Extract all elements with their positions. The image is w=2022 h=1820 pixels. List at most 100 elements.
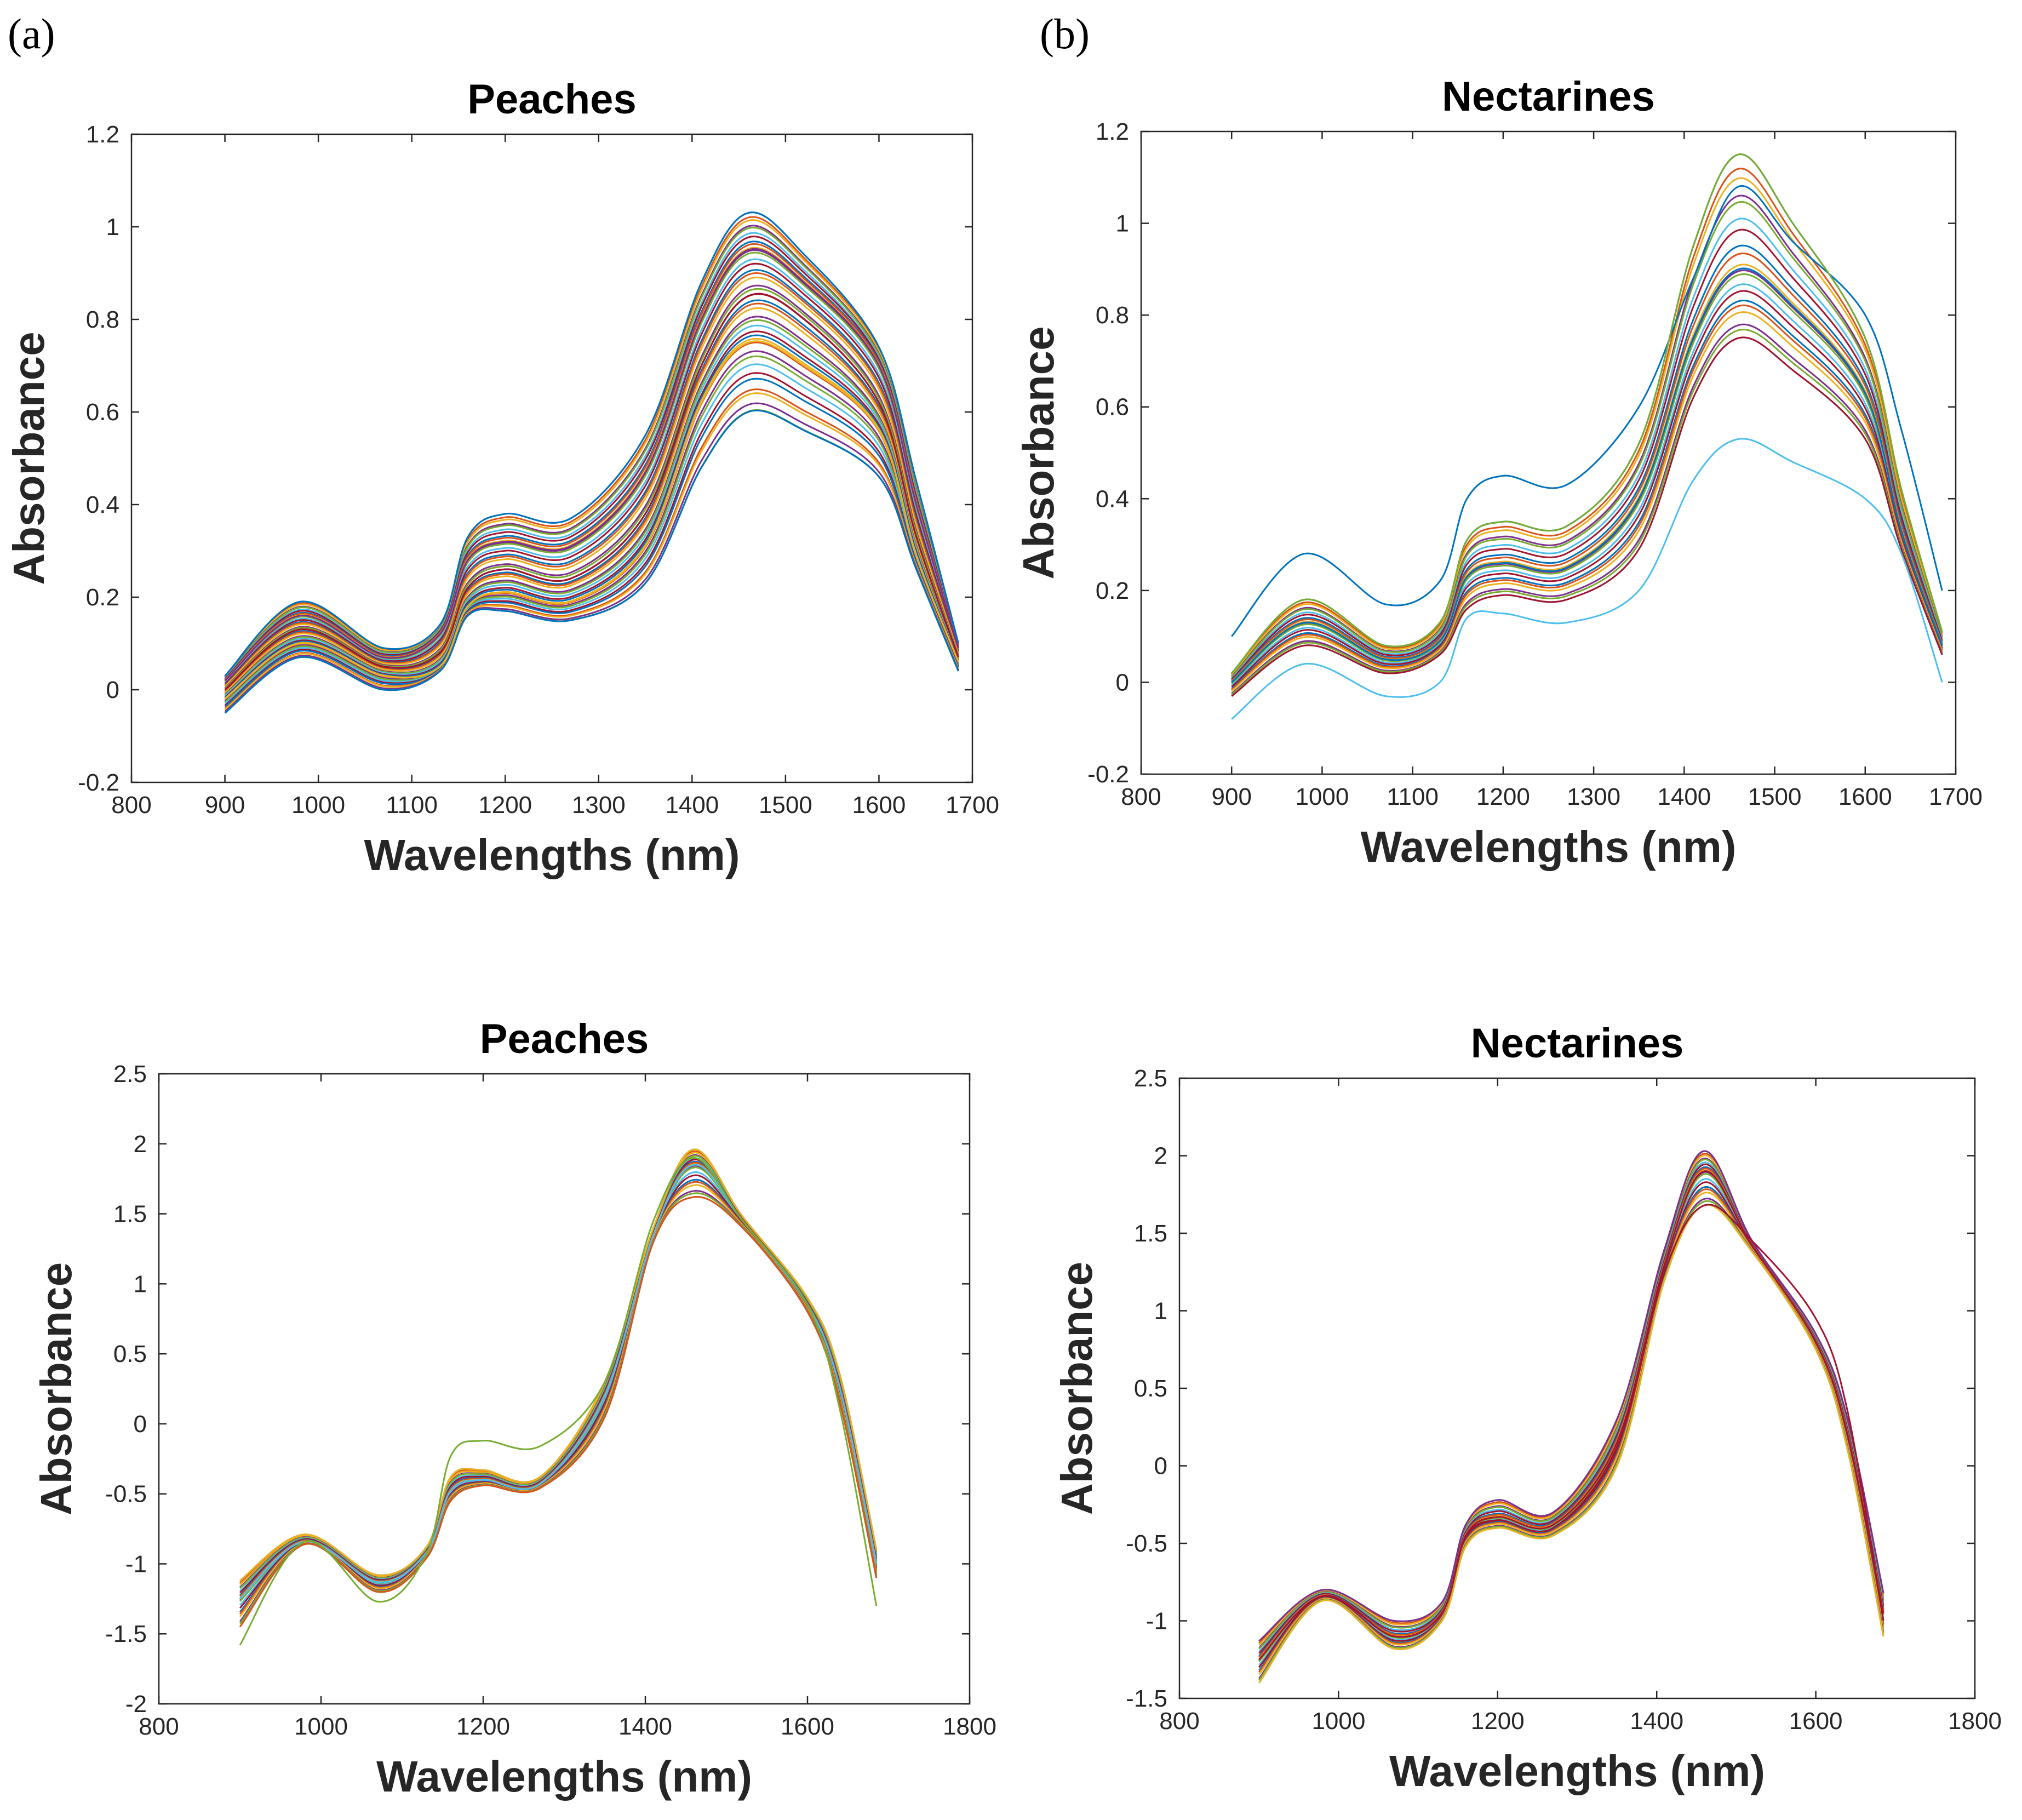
- y-axis-label: Absorbance: [1052, 1262, 1101, 1515]
- series-line-upper-envelope-4: [1231, 201, 1943, 678]
- y-axis-label: Absorbance: [32, 1262, 81, 1515]
- y-tick-label: 2: [1154, 1143, 1167, 1170]
- series-group: [1231, 153, 1943, 720]
- series-line-red-outlier: [1258, 1204, 1884, 1668]
- series-line-mean: [239, 1164, 878, 1600]
- x-tick-label: 1000: [1295, 783, 1349, 810]
- y-tick-label: 1: [1116, 210, 1129, 237]
- series-line-upper-envelope-2: [1231, 177, 1943, 676]
- series-line-upper-envelope-3: [1258, 1157, 1884, 1649]
- y-tick-label: 1.2: [86, 121, 119, 148]
- x-tick-label: 1400: [618, 1713, 672, 1740]
- y-tick-label: 0.8: [86, 306, 119, 333]
- series-line-lower-8: [224, 402, 959, 712]
- y-axis-label: Absorbance: [4, 331, 53, 585]
- series-line-outlier-low: [1231, 438, 1943, 720]
- series-line-upper-envelope-7: [239, 1160, 878, 1596]
- x-tick-label: 1400: [1657, 783, 1711, 810]
- y-tick-label: 0.4: [1096, 485, 1129, 512]
- x-axis-label: Wavelengths (nm): [376, 1752, 752, 1801]
- series-line-mean-3: [224, 307, 959, 694]
- series-line-upper-envelope-6: [1258, 1163, 1884, 1654]
- series-line-upper-envelope-2: [239, 1152, 878, 1586]
- series-line-upper-envelope-5: [1258, 1161, 1884, 1652]
- series-line-upper-3: [224, 262, 959, 684]
- y-tick-label: -0.2: [1087, 761, 1129, 788]
- series-line-mean-2: [224, 302, 959, 692]
- chart-title: Peaches: [467, 76, 636, 123]
- chart-2: 800 900 1000 1100 1200 1300 1400 1500 1600 1700 -0…: [1014, 73, 1983, 871]
- y-tick-label: -0.5: [1126, 1530, 1167, 1557]
- y-tick-label: 1: [106, 214, 119, 241]
- series-line-lower-4: [224, 372, 959, 706]
- series-line-mean: [1231, 267, 1943, 683]
- series-line-upper-envelope-2: [224, 219, 959, 678]
- series-line-upper-2: [224, 258, 959, 684]
- series-line-mean-7: [1231, 323, 1943, 695]
- series-line-mean-2: [1231, 283, 1943, 686]
- y-tick-label: 0.2: [86, 584, 119, 611]
- y-tick-label: 0.6: [1096, 394, 1129, 421]
- y-tick-label: 2.5: [113, 1061, 147, 1088]
- series-line-upper-envelope-1: [1231, 168, 1943, 675]
- series-line-lower-2: [224, 355, 959, 703]
- chart-title: Nectarines: [1442, 73, 1655, 120]
- x-tick-label: 1200: [1471, 1708, 1525, 1735]
- series-line-upper-envelope-0: [239, 1148, 878, 1582]
- y-tick-label: 1: [134, 1270, 147, 1297]
- series-line-upper-envelope-3: [1231, 194, 1943, 677]
- plot-frame: [158, 1073, 971, 1705]
- series-line-outlier: [239, 1157, 878, 1646]
- series-line-mean-2: [239, 1171, 878, 1606]
- x-tick-label: 900: [1212, 783, 1252, 810]
- x-tick-label: 1300: [1567, 783, 1620, 810]
- series-line-upper-envelope-9: [239, 1163, 878, 1599]
- x-tick-label: 800: [1159, 1708, 1199, 1735]
- series-line-lower-3: [224, 363, 959, 705]
- series-line-upper-envelope-5: [224, 232, 959, 679]
- panel-label-b: (b): [1040, 10, 1090, 58]
- series-line-mean-1: [1258, 1173, 1884, 1662]
- series-line-mean-6: [1231, 311, 1943, 692]
- series-line-upper-envelope: [224, 211, 959, 677]
- series-line-upper-envelope-6: [224, 236, 959, 680]
- series-line-mean-6: [224, 324, 959, 697]
- y-tick-label: 0: [106, 677, 119, 703]
- series-line-mean-7: [239, 1190, 878, 1622]
- series-line-upper-envelope-1: [239, 1150, 878, 1584]
- series-line-mean-0: [239, 1165, 878, 1600]
- y-tick-label: 0.4: [86, 491, 119, 518]
- series-line-upper-envelope-4: [224, 226, 959, 679]
- series-line-lower-7: [224, 392, 959, 711]
- series-line-upper-envelope: [239, 1148, 878, 1582]
- series-line-mean-0: [1258, 1171, 1884, 1661]
- series-line-mean-3: [1231, 290, 1943, 688]
- series-line-lower-1: [224, 350, 959, 702]
- series-line-upper-envelope-4: [1258, 1158, 1884, 1650]
- series-line-upper-envelope-7: [1258, 1166, 1884, 1657]
- y-tick-label: -2: [125, 1691, 147, 1718]
- series-line-upper-envelope-8: [1231, 252, 1943, 682]
- y-tick-label: -1: [1146, 1608, 1167, 1635]
- x-tick-label: 1500: [1748, 783, 1802, 810]
- y-tick-label: 1.5: [1134, 1220, 1167, 1247]
- series-group: [224, 211, 959, 714]
- series-line-mean-5: [224, 319, 959, 696]
- y-tick-label: 2.5: [1134, 1065, 1167, 1092]
- x-tick-label: 1200: [478, 792, 532, 819]
- x-axis-label: Wavelengths (nm): [364, 831, 740, 879]
- x-tick-label: 1200: [1476, 783, 1530, 810]
- series-line-upper-envelope-0: [224, 211, 959, 677]
- panel-label-a: (a): [8, 10, 55, 58]
- series-line-upper-envelope-5: [239, 1157, 878, 1592]
- series-line-mean-4: [239, 1178, 878, 1613]
- series-line-upper: [224, 248, 959, 682]
- x-tick-label: 1600: [852, 792, 906, 819]
- x-tick-label: 800: [1121, 783, 1161, 810]
- y-tick-label: 0.8: [1096, 302, 1129, 329]
- x-tick-label: 1400: [665, 792, 719, 819]
- x-tick-label: 1300: [572, 792, 626, 819]
- y-tick-label: -0.2: [78, 769, 119, 796]
- x-tick-label: 1000: [291, 792, 345, 819]
- x-tick-label: 1100: [1387, 783, 1439, 810]
